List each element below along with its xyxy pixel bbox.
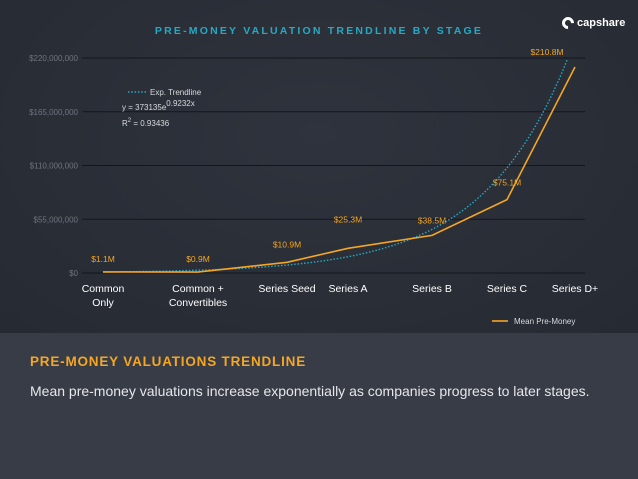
- exp-trendline: [102, 59, 568, 273]
- section-heading: PRE-MONEY VALUATIONS TRENDLINE: [30, 354, 307, 369]
- equation-exponent: 0.9232x: [166, 99, 194, 108]
- x-category-label: Series Seed: [258, 283, 315, 295]
- data-label: $0.9M: [186, 254, 210, 264]
- x-category-label: Series D+: [552, 283, 598, 295]
- trendline-equation: y = 373135e0.9232x: [122, 99, 195, 112]
- x-category-label: Convertibles: [169, 297, 227, 309]
- r-squared: R2 = 0.93436: [122, 118, 170, 128]
- x-category-label: Series A: [328, 283, 367, 295]
- data-label: $25.3M: [334, 214, 362, 224]
- mean-pre-money-line: [102, 66, 576, 273]
- capshare-logo: capshare: [559, 14, 626, 32]
- caption-panel: [0, 333, 638, 479]
- valuation-line-chart: $0 $55,000,000 $110,000,000 $165,000,000 $22…: [29, 47, 598, 326]
- mean-pre-money-legend-label: Mean Pre-Money: [514, 317, 575, 326]
- data-label: $38.5M: [418, 215, 446, 225]
- data-label: $75.1M: [493, 178, 521, 188]
- trendline-legend-label: Exp. Trendline: [150, 88, 202, 97]
- chart-title: PRE-MONEY VALUATION TRENDLINE BY STAGE: [154, 25, 484, 37]
- x-category-label: Series C: [487, 283, 528, 295]
- y-tick-label: $110,000,000: [30, 162, 79, 171]
- logo-text: capshare: [577, 17, 626, 29]
- x-category-label: Common: [82, 283, 125, 295]
- r-squared-value: = 0.93436: [131, 119, 170, 128]
- chart-panel: [0, 0, 638, 333]
- r-squared-base: R: [122, 119, 128, 128]
- data-label: $10.9M: [273, 239, 301, 249]
- x-category-label: Common +: [172, 283, 224, 295]
- y-tick-label: $165,000,000: [29, 108, 78, 117]
- y-tick-label: $55,000,000: [34, 215, 79, 224]
- x-category-label: Series B: [412, 283, 452, 295]
- equation-base: y = 373135e: [122, 103, 167, 112]
- section-description: Mean pre-money valuations increase expon…: [30, 383, 590, 399]
- y-tick-label: $0: [69, 269, 78, 278]
- data-label: $1.1M: [91, 254, 115, 264]
- y-tick-label: $220,000,000: [29, 54, 78, 63]
- x-category-label: Only: [92, 297, 114, 309]
- data-label: $210.8M: [530, 47, 563, 57]
- r-squared-power: 2: [128, 118, 132, 124]
